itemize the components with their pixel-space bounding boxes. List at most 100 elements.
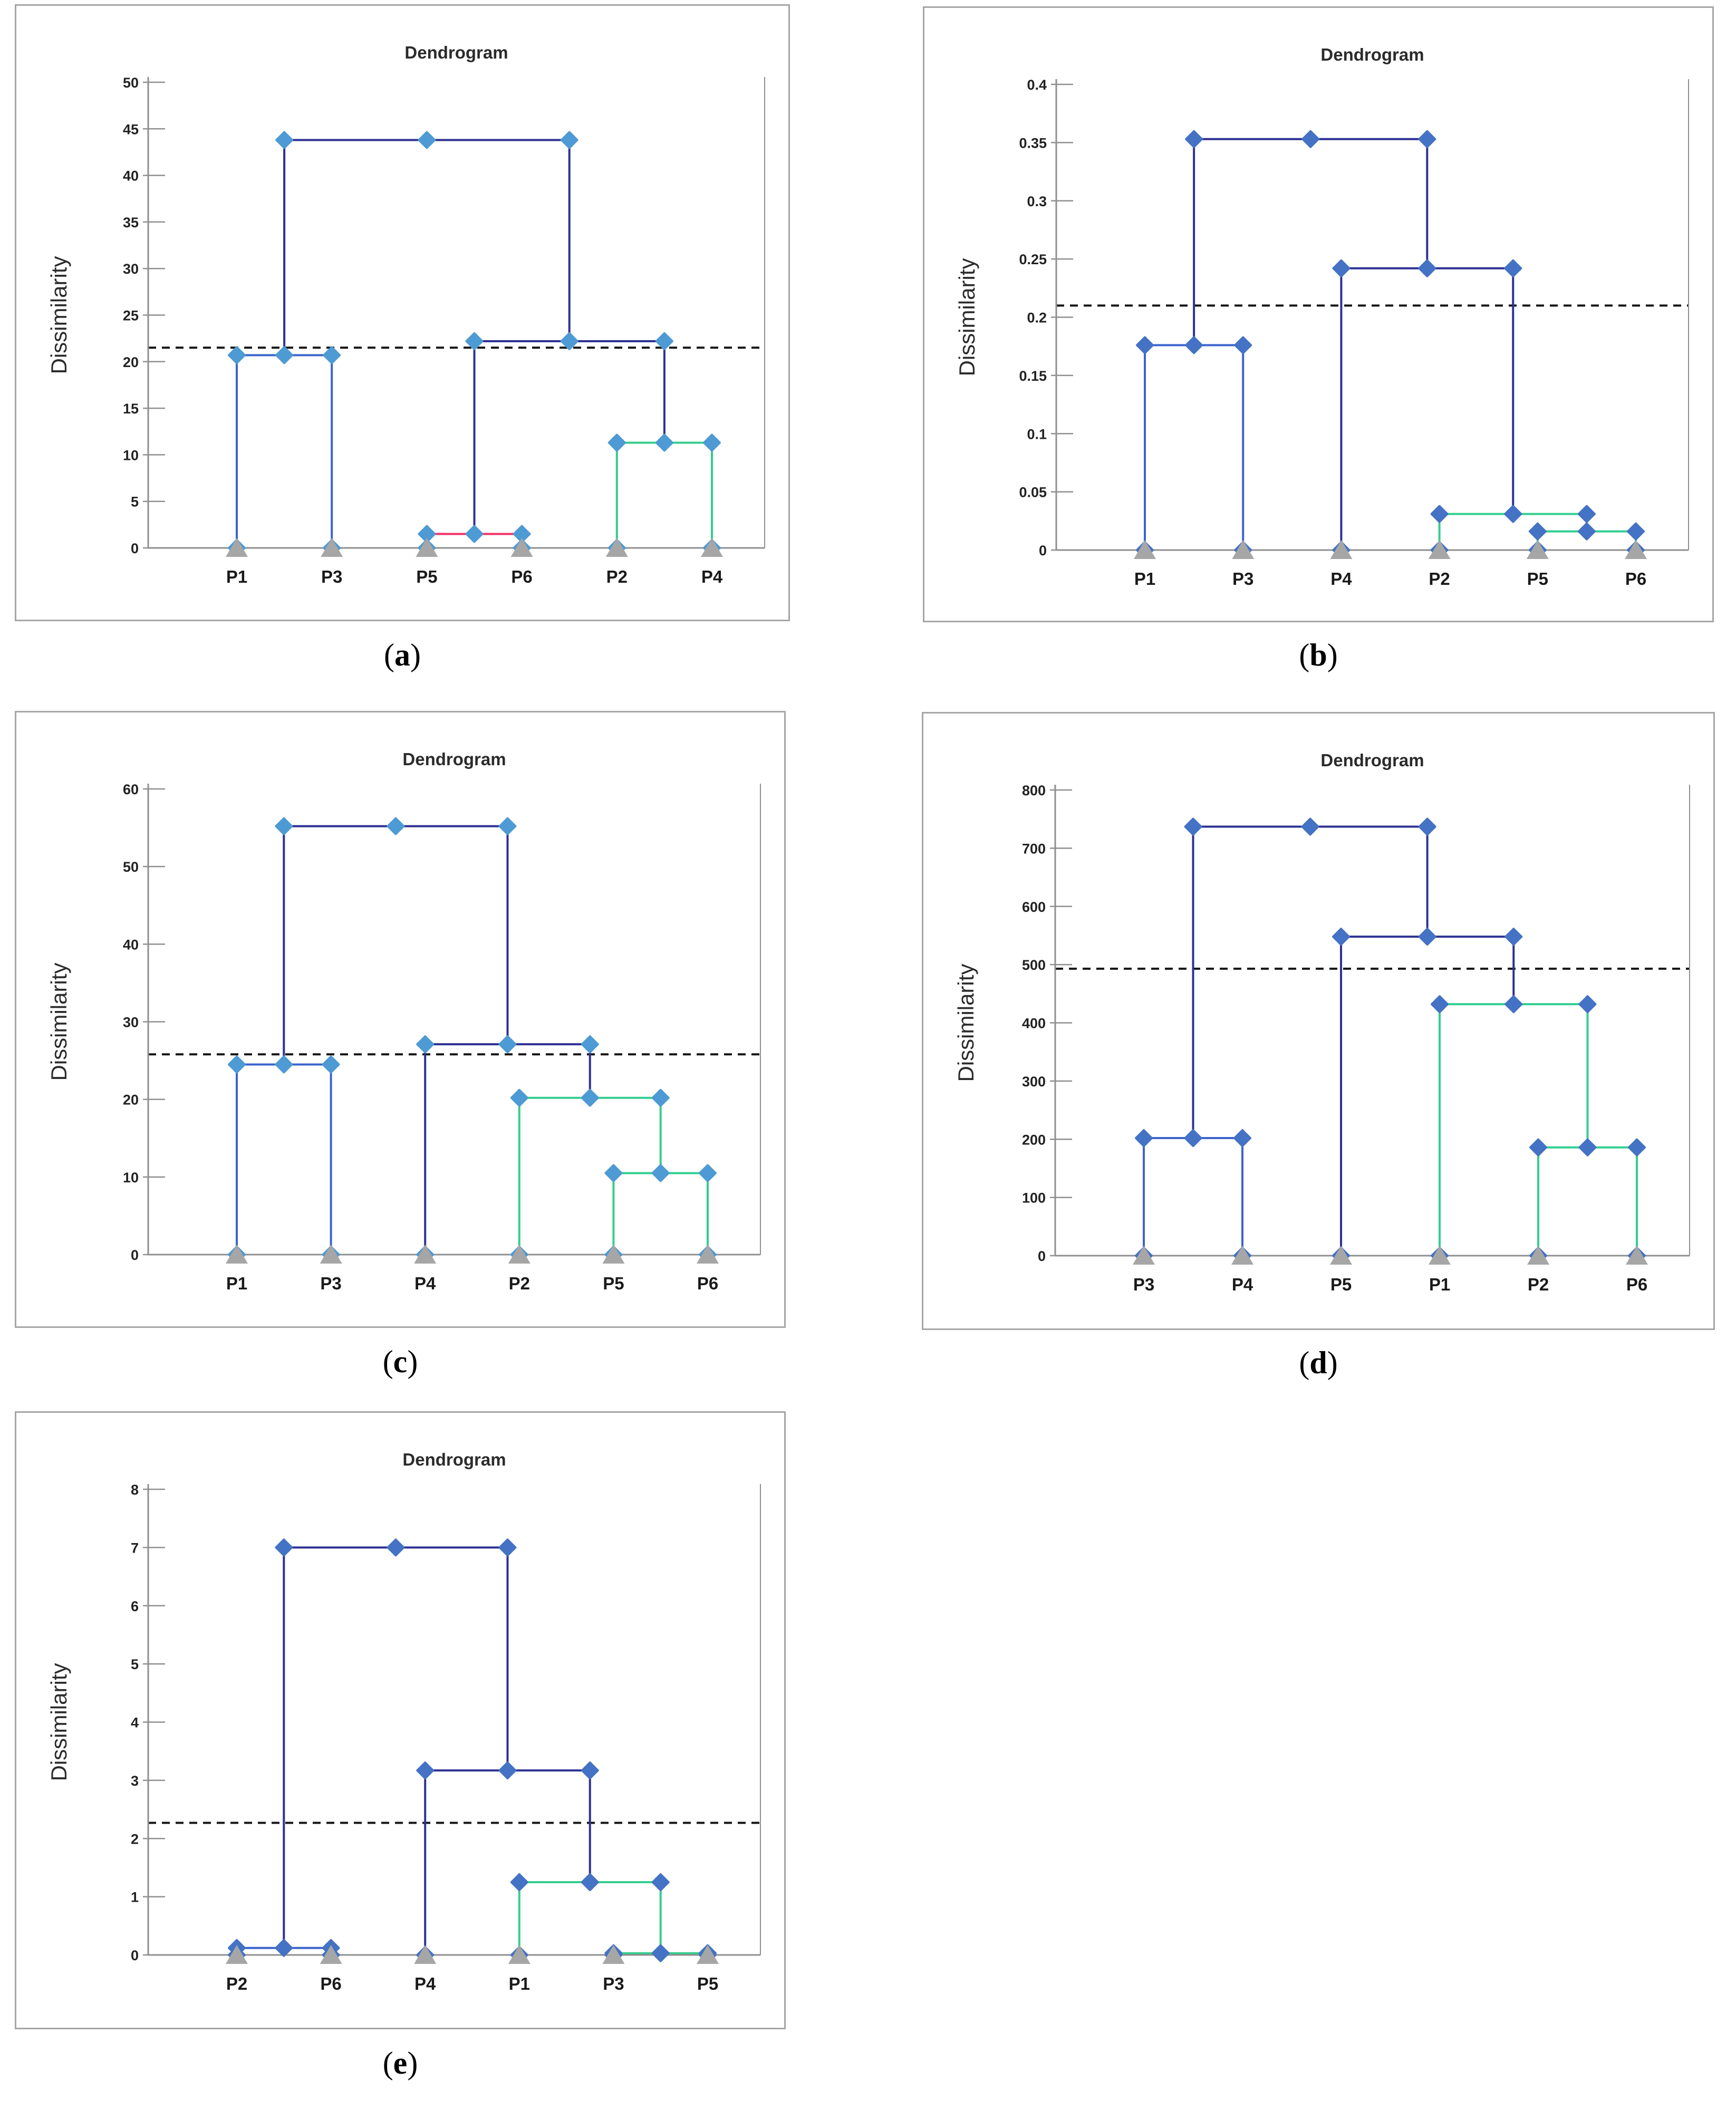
node-marker-diamond bbox=[465, 332, 484, 350]
node-marker-diamond bbox=[1301, 130, 1320, 148]
y-tick-label: 35 bbox=[123, 215, 139, 230]
dendrogram-a: Dendrogram Dissimilarity 0 5 10 15 20 25 30 35 40 4… bbox=[46, 43, 765, 586]
leaf-marker-triangle bbox=[605, 538, 628, 557]
dendrogram-plot-b: Dendrogram Dissimilarity 0 0.05 0.1 0.15 0.2 0.… bbox=[954, 45, 1689, 589]
leaf-label: P1 bbox=[226, 567, 247, 586]
leaf-marker-triangle bbox=[1232, 540, 1255, 559]
node-marker-diamond bbox=[1418, 928, 1436, 946]
leaf-marker-triangle bbox=[1625, 540, 1647, 559]
caption-open-paren: ( bbox=[1299, 1345, 1310, 1380]
node-marker-diamond bbox=[560, 332, 578, 350]
node-marker-diamond bbox=[581, 1873, 599, 1892]
y-tick-label: 700 bbox=[1022, 841, 1046, 856]
node-marker-diamond bbox=[655, 332, 673, 350]
leaf-label: P2 bbox=[226, 1974, 247, 1993]
leaf-marker-triangle bbox=[701, 538, 723, 557]
leaf-label: P6 bbox=[1626, 1275, 1647, 1294]
y-tick-label: 0.25 bbox=[1019, 252, 1047, 267]
dendrogram-panel-e: Dendrogram Dissimilarity 0 1 2 3 4 5 6 7 8 P2 P6 P4 P1… bbox=[15, 1411, 786, 2029]
node-marker-diamond bbox=[1185, 336, 1203, 354]
leaf-marker-triangle bbox=[414, 1945, 437, 1964]
y-tick-label: 0.1 bbox=[1027, 426, 1047, 442]
leaf-marker-triangle bbox=[320, 1945, 342, 1964]
y-tick-label: 40 bbox=[123, 168, 139, 184]
caption-close-paren: ) bbox=[1327, 638, 1338, 672]
y-tick-label: 50 bbox=[123, 859, 139, 875]
node-marker-diamond bbox=[465, 525, 484, 543]
node-marker-diamond bbox=[275, 1939, 293, 1957]
dendrogram-panel-b: Dendrogram Dissimilarity 0 0.05 0.1 0.15 0.2 0.… bbox=[923, 6, 1714, 622]
leaf-marker-triangle bbox=[697, 1245, 719, 1264]
node-marker-diamond bbox=[581, 1761, 599, 1780]
node-marker-diamond bbox=[416, 1035, 435, 1054]
y-tick-label: 4 bbox=[131, 1715, 139, 1731]
caption-open-paren: ( bbox=[382, 1344, 393, 1379]
node-marker-diamond bbox=[416, 1761, 435, 1780]
leaf-marker-triangle bbox=[1526, 540, 1549, 559]
y-tick-label: 5 bbox=[131, 1656, 139, 1672]
node-marker-diamond bbox=[228, 1055, 246, 1074]
leaf-label: P3 bbox=[320, 1274, 341, 1293]
node-marker-diamond bbox=[651, 1944, 670, 1962]
leaf-label: P1 bbox=[226, 1274, 247, 1293]
leaf-marker-triangle bbox=[508, 1945, 531, 1964]
node-marker-diamond bbox=[1233, 1129, 1251, 1148]
y-tick-label: 45 bbox=[123, 121, 139, 137]
chart-title: Dendrogram bbox=[402, 1450, 506, 1469]
chart-title: Dendrogram bbox=[402, 749, 506, 769]
caption-letter: c bbox=[393, 1344, 408, 1379]
leaf-marker-triangle bbox=[1330, 1246, 1352, 1265]
leaf-marker-triangle bbox=[1330, 540, 1353, 559]
y-tick-label: 50 bbox=[123, 75, 139, 91]
leaf-label: P5 bbox=[416, 567, 437, 586]
y-tick-label: 20 bbox=[123, 354, 139, 370]
node-marker-diamond bbox=[228, 346, 246, 364]
leaf-label: P4 bbox=[1232, 1275, 1253, 1294]
caption-b: (b) bbox=[923, 637, 1714, 673]
node-marker-diamond bbox=[498, 1035, 517, 1054]
node-marker-diamond bbox=[655, 433, 673, 452]
dendrogram-panel-a: Dendrogram Dissimilarity 0 5 10 15 20 25 30 35 40 4… bbox=[15, 4, 790, 621]
caption-a: (a) bbox=[15, 637, 790, 673]
leaf-label: P3 bbox=[1133, 1275, 1154, 1294]
y-tick-label: 1 bbox=[131, 1890, 139, 1905]
y-tick-label: 0.2 bbox=[1027, 310, 1047, 326]
node-marker-diamond bbox=[322, 1055, 340, 1074]
caption-close-paren: ) bbox=[1327, 1345, 1338, 1380]
y-tick-label: 500 bbox=[1022, 957, 1046, 973]
node-marker-diamond bbox=[1504, 259, 1522, 277]
y-tick-label: 25 bbox=[123, 308, 139, 324]
caption-letter: a bbox=[394, 638, 410, 672]
y-tick-label: 2 bbox=[131, 1831, 139, 1847]
y-tick-label: 30 bbox=[123, 261, 139, 277]
chart-title: Dendrogram bbox=[404, 43, 508, 62]
y-tick-label: 0 bbox=[131, 541, 139, 556]
caption-close-paren: ) bbox=[407, 1344, 418, 1379]
node-marker-diamond bbox=[1430, 505, 1449, 523]
y-tick-label: 10 bbox=[123, 1170, 139, 1186]
leaf-marker-triangle bbox=[226, 538, 248, 557]
node-marker-diamond bbox=[387, 817, 405, 835]
leaf-label: P6 bbox=[1625, 569, 1646, 589]
caption-close-paren: ) bbox=[410, 638, 421, 672]
caption-d: (d) bbox=[922, 1345, 1715, 1381]
node-marker-diamond bbox=[1418, 817, 1436, 836]
node-marker-diamond bbox=[498, 1538, 517, 1557]
caption-close-paren: ) bbox=[407, 2046, 418, 2080]
node-marker-diamond bbox=[498, 817, 517, 835]
node-marker-diamond bbox=[1627, 522, 1645, 541]
y-tick-label: 3 bbox=[131, 1773, 139, 1789]
node-marker-diamond bbox=[275, 1538, 293, 1557]
node-marker-diamond bbox=[1577, 505, 1596, 523]
node-marker-diamond bbox=[387, 1538, 405, 1557]
leaf-label: P3 bbox=[321, 567, 342, 586]
node-marker-diamond bbox=[418, 131, 436, 149]
dendrogram-plot-e: Dendrogram Dissimilarity 0 1 2 3 4 5 6 7 8 P2 P6 P4 P1… bbox=[46, 1450, 761, 1993]
node-marker-diamond bbox=[510, 1088, 528, 1107]
node-marker-diamond bbox=[699, 1164, 717, 1182]
node-marker-diamond bbox=[275, 1055, 293, 1074]
node-marker-diamond bbox=[1504, 995, 1523, 1014]
leaf-marker-triangle bbox=[321, 538, 343, 557]
dendrogram-d: Dendrogram Dissimilarity 0 100 200 300 400 500 6… bbox=[953, 750, 1690, 1294]
